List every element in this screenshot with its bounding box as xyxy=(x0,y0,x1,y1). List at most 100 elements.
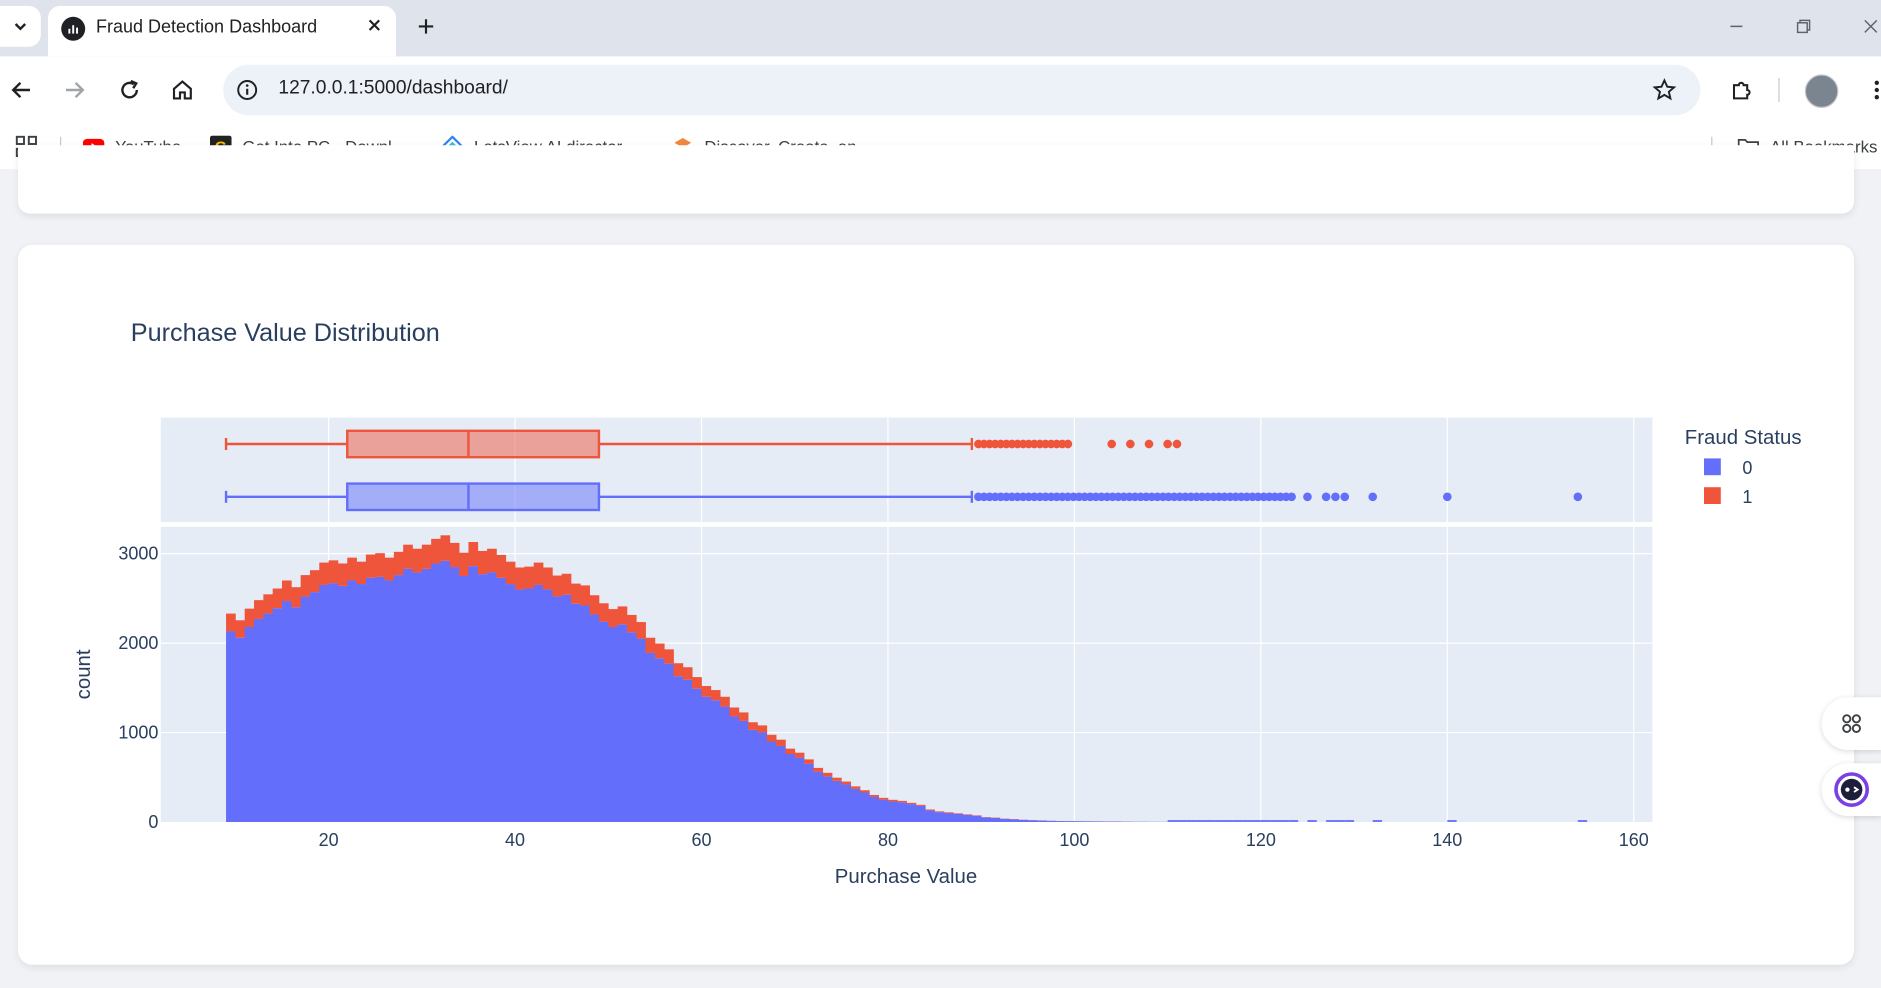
hist-bar-1 xyxy=(785,749,795,754)
active-tab[interactable]: Fraud Detection Dashboard xyxy=(48,6,396,56)
hist-bar-0 xyxy=(748,730,758,822)
close-window-button[interactable] xyxy=(1858,13,1881,39)
hist-bar-0 xyxy=(1018,820,1028,822)
assistant-face-icon xyxy=(1832,770,1870,808)
hist-bar-1 xyxy=(347,558,357,581)
plus-icon xyxy=(416,17,435,36)
assistant-button[interactable] xyxy=(1822,763,1881,816)
hist-bar-0 xyxy=(972,816,982,822)
hist-bar-0 xyxy=(795,758,805,822)
hist-bar-1 xyxy=(413,549,423,573)
legend-swatch-0[interactable] xyxy=(1704,458,1721,475)
hist-bar-1 xyxy=(440,535,450,560)
reload-icon xyxy=(118,78,142,102)
hist-bar-0 xyxy=(646,653,656,822)
hist-bar-1 xyxy=(888,800,898,802)
legend-label-1[interactable]: 1 xyxy=(1742,487,1752,507)
hist-bar-0 xyxy=(879,800,889,822)
legend-title: Fraud Status xyxy=(1685,427,1802,449)
hist-bar-1 xyxy=(552,576,562,597)
legend-label-0[interactable]: 0 xyxy=(1742,458,1752,478)
reload-button[interactable] xyxy=(115,76,144,105)
site-info-icon[interactable] xyxy=(236,79,258,101)
hist-bar-1 xyxy=(729,707,739,716)
hist-bar-1 xyxy=(646,638,656,653)
forward-button[interactable] xyxy=(60,76,89,105)
hist-bar-0 xyxy=(963,815,973,822)
x-tick-label: 20 xyxy=(319,830,339,850)
hist-bar-0 xyxy=(1252,820,1261,822)
hist-bar-0 xyxy=(608,627,618,822)
hist-bar-0 xyxy=(1168,820,1177,822)
hist-bar-0 xyxy=(1009,819,1019,822)
hist-bar-0 xyxy=(440,561,450,822)
hist-bar-0 xyxy=(1046,821,1056,822)
hist-bar-0 xyxy=(590,614,600,822)
hist-bar-0 xyxy=(1373,820,1382,822)
box-outlier xyxy=(1107,440,1116,449)
hist-bar-0 xyxy=(767,741,777,822)
hist-bar-0 xyxy=(1177,820,1186,822)
hist-bar-0 xyxy=(263,614,273,822)
legend-swatch-1[interactable] xyxy=(1704,487,1721,504)
hist-bar-1 xyxy=(935,811,945,812)
hist-bar-0 xyxy=(1233,820,1242,822)
menu-button[interactable] xyxy=(1862,76,1881,105)
hist-bar-0 xyxy=(683,680,693,822)
hist-bar-1 xyxy=(776,740,786,746)
hist-bar-1 xyxy=(319,563,329,585)
x-tick-label: 140 xyxy=(1432,830,1462,850)
hist-bar-1 xyxy=(235,620,245,637)
profile-avatar[interactable] xyxy=(1805,74,1839,108)
new-tab-button[interactable] xyxy=(412,12,441,41)
address-bar[interactable]: 127.0.0.1:5000/dashboard/ xyxy=(223,65,1700,115)
hist-bar-1 xyxy=(375,553,385,577)
hist-bar-0 xyxy=(841,784,851,822)
hist-bar-0 xyxy=(944,813,954,822)
y-tick-label: 0 xyxy=(148,812,158,832)
hist-bar-1 xyxy=(702,686,712,697)
url-text[interactable]: 127.0.0.1:5000/dashboard/ xyxy=(278,78,508,100)
star-icon[interactable] xyxy=(1652,78,1676,102)
hist-bar-1 xyxy=(925,809,935,810)
hist-bar-1 xyxy=(366,555,376,578)
hist-bar-0 xyxy=(562,595,572,822)
extensions-button[interactable] xyxy=(1727,76,1756,105)
x-tick-label: 120 xyxy=(1246,830,1276,850)
home-button[interactable] xyxy=(168,76,197,105)
hist-bar-1 xyxy=(944,812,954,813)
hist-bar-0 xyxy=(599,622,609,822)
chevron-down-icon xyxy=(12,18,29,35)
hist-bar-0 xyxy=(935,812,945,822)
side-panel-shortcut-button[interactable] xyxy=(1822,697,1881,750)
box-iqr xyxy=(347,431,599,457)
hist-bar-0 xyxy=(1186,820,1195,822)
hist-bar-0 xyxy=(664,664,674,822)
hist-bar-0 xyxy=(869,797,879,822)
box-outlier xyxy=(1303,492,1312,501)
back-button[interactable] xyxy=(7,76,36,105)
hist-bar-0 xyxy=(636,639,646,822)
hist-bar-1 xyxy=(543,568,553,590)
tab-close-button[interactable] xyxy=(362,13,386,37)
hist-bar-0 xyxy=(487,572,497,822)
hist-bar-1 xyxy=(590,595,600,614)
hist-bar-0 xyxy=(1093,821,1103,822)
legend[interactable]: Fraud Status 0 1 xyxy=(1685,427,1802,507)
hist-bar-0 xyxy=(1289,820,1298,822)
restore-button[interactable] xyxy=(1790,13,1816,39)
tab-search-button[interactable] xyxy=(0,6,41,47)
hist-bar-0 xyxy=(897,802,907,822)
tab-title: Fraud Detection Dashboard xyxy=(96,17,317,37)
close-icon xyxy=(1862,18,1879,35)
box-outlier xyxy=(1145,440,1154,449)
arrow-right-icon xyxy=(62,78,86,102)
minimize-button[interactable] xyxy=(1723,13,1749,39)
hist-bar-1 xyxy=(879,798,889,800)
hist-bar-1 xyxy=(487,549,497,573)
hist-bar-1 xyxy=(627,615,637,632)
hist-bar-0 xyxy=(739,721,749,822)
hist-bar-0 xyxy=(692,689,702,822)
hist-bar-0 xyxy=(1196,820,1205,822)
hist-bar-0 xyxy=(319,585,329,822)
